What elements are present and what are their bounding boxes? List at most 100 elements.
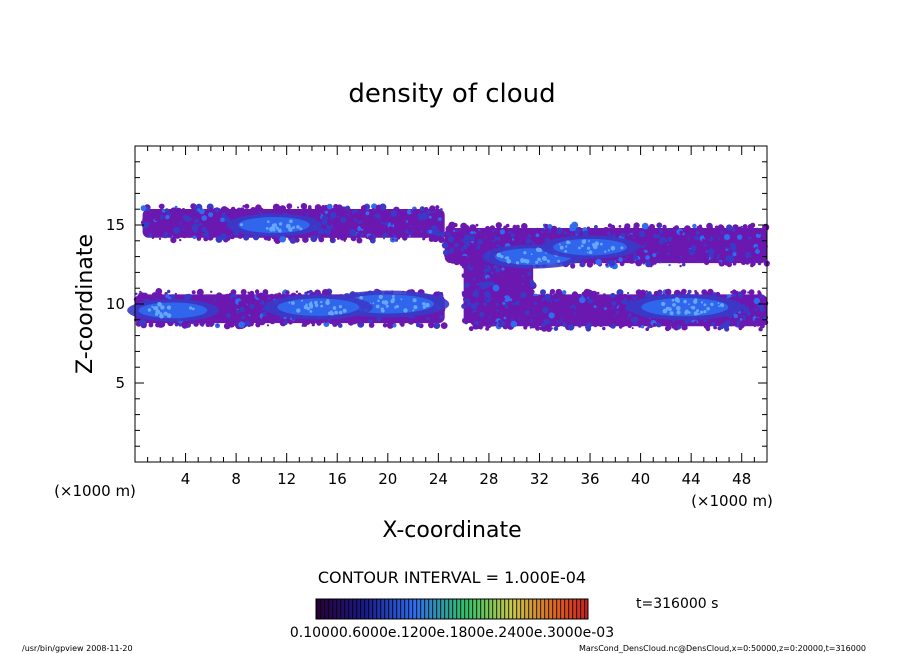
cloud-speckle — [474, 278, 480, 284]
cloud-speckle — [542, 306, 549, 314]
peak-speckle — [535, 260, 539, 264]
cloud-speckle — [465, 278, 469, 282]
cloud-speckle — [469, 235, 475, 241]
peak-speckle — [582, 239, 587, 243]
cloud-speckle — [428, 321, 435, 329]
peak-speckle — [703, 310, 707, 314]
cloud-speckle — [604, 227, 610, 233]
cloud-speckle — [473, 298, 477, 301]
cloud-speckle — [633, 225, 639, 231]
cloud-speckle — [469, 279, 475, 284]
peak-speckle — [155, 306, 159, 310]
cloud-speckle — [468, 269, 475, 276]
cloud-speckle — [382, 322, 388, 328]
peak-speckle — [564, 250, 568, 253]
cloud-speckle — [376, 316, 382, 322]
peak-speckle — [285, 223, 291, 229]
cloud-speckle — [250, 207, 257, 214]
peak-speckle — [578, 246, 581, 250]
cloud-speckle — [175, 207, 183, 215]
cloud-speckle — [358, 230, 363, 234]
cloud-speckle — [499, 229, 505, 235]
cloud-speckle — [494, 239, 500, 245]
cloud-speckle — [236, 306, 240, 309]
cloud-speckle — [168, 226, 173, 230]
colorbar-hatching — [316, 599, 588, 619]
cloud-speckle — [316, 212, 321, 218]
cloud-speckle — [251, 313, 256, 318]
peak-speckle — [710, 302, 714, 307]
cloud-speckle — [508, 240, 512, 244]
cloud-speckle — [745, 254, 748, 257]
cloud-speckle — [344, 226, 350, 232]
cloud-speckle — [606, 319, 614, 326]
cloud-speckle — [547, 224, 553, 229]
peak-speckle — [275, 226, 279, 230]
cloud-speckle — [470, 316, 474, 321]
cloud-speckle — [552, 308, 556, 312]
cloud-speckle — [667, 236, 673, 242]
cloud-speckle — [667, 325, 672, 330]
cloud-speckle — [552, 322, 556, 325]
cloud-speckle — [595, 258, 602, 266]
cloud-speckle — [594, 225, 598, 229]
cloud-speckle — [511, 292, 517, 298]
cloud-speckle — [652, 229, 659, 236]
peak-speckle — [496, 252, 502, 258]
cloud-speckle — [191, 223, 199, 231]
cloud-speckle — [666, 228, 670, 231]
cloud-speckle — [441, 242, 449, 249]
cloud-speckle — [645, 260, 652, 268]
cloud-speckle — [721, 294, 725, 297]
cloud-speckle — [541, 297, 546, 301]
peak-speckle — [706, 307, 710, 311]
cloud-speckle — [220, 206, 228, 214]
cloud-speckle — [484, 323, 489, 327]
cloud-speckle — [415, 322, 421, 328]
cloud-speckle — [479, 292, 485, 298]
peak-speckle — [537, 257, 541, 262]
cloud-speckle — [663, 250, 667, 255]
cloud-speckle — [168, 233, 173, 238]
peak-speckle — [359, 296, 364, 300]
cloud-speckle — [428, 215, 432, 219]
cloud-speckle — [419, 206, 425, 212]
cloud-speckle — [681, 250, 686, 254]
cloud-speckle — [220, 233, 228, 241]
cloud-speckle — [486, 297, 489, 300]
density-peak — [263, 294, 373, 320]
cloud-speckle — [535, 325, 541, 331]
cloud-speckle — [540, 289, 546, 296]
cloud-speckle — [426, 320, 430, 324]
cloud-speckle — [640, 260, 644, 264]
cloud-speckle — [430, 226, 433, 229]
cloud-speckle — [154, 214, 161, 222]
cloud-speckle — [242, 205, 245, 208]
cloud-speckle — [223, 308, 229, 315]
cloud-speckle — [474, 325, 478, 329]
cloud-speckle — [426, 316, 430, 321]
peak-speckle — [696, 309, 700, 313]
cloud-speckle — [324, 210, 328, 214]
cloud-speckle — [733, 321, 738, 326]
cloud-speckle — [412, 219, 418, 225]
cloud-speckle — [521, 274, 525, 278]
cloud-speckle — [715, 238, 720, 242]
cloud-speckle — [396, 235, 401, 240]
cloud-speckle — [316, 319, 322, 326]
cloud-speckle — [649, 236, 656, 243]
cloud-speckle — [229, 292, 232, 296]
cloud-speckle — [704, 326, 707, 329]
cloud-speckle — [547, 301, 552, 305]
cloud-speckle — [592, 300, 596, 304]
cloud-speckle — [196, 288, 204, 296]
cloud-speckle — [321, 215, 328, 222]
cloud-speckle — [158, 237, 162, 240]
cloud-speckle — [659, 255, 664, 260]
cloud-speckle — [501, 293, 505, 296]
x-tick-label: 20 — [378, 470, 397, 488]
x-tick-label: 16 — [328, 470, 347, 488]
cloud-speckle — [757, 261, 762, 266]
cloud-speckle — [317, 227, 325, 235]
cloud-speckle — [372, 233, 375, 237]
